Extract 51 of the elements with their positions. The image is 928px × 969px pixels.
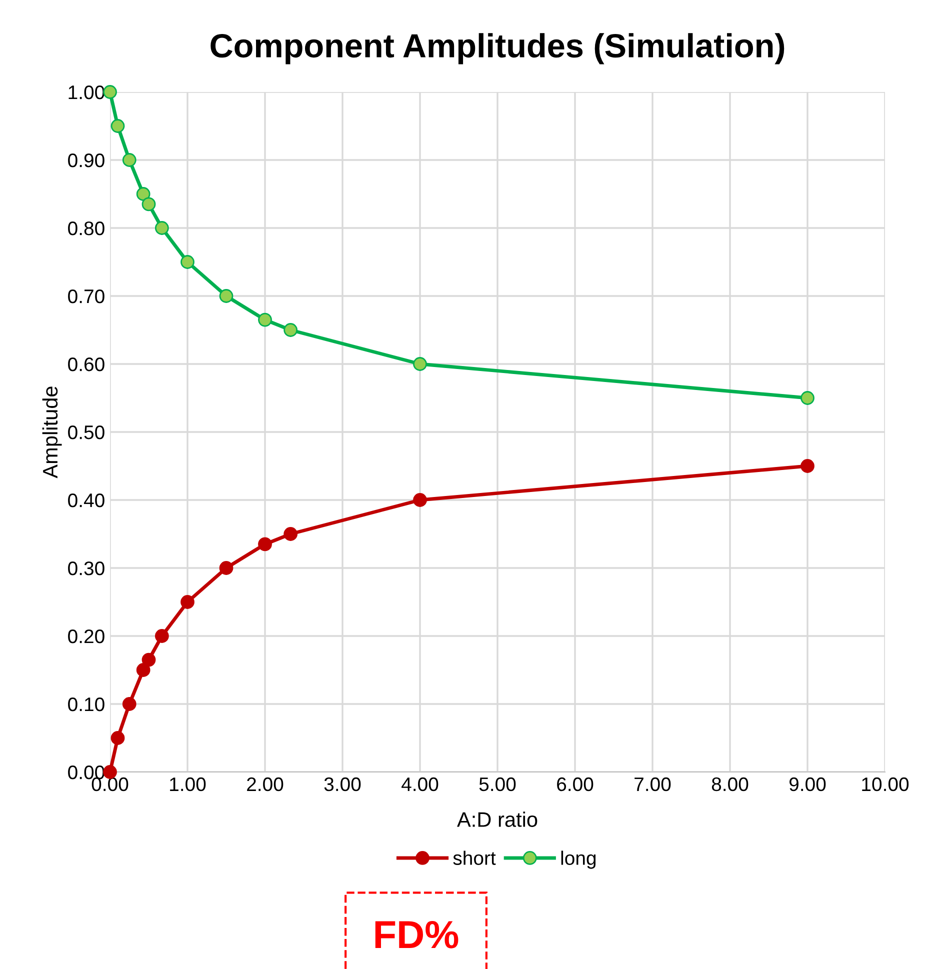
point bbox=[110, 731, 125, 745]
y-tick-label: 0.10 bbox=[68, 697, 104, 712]
x-axis-title: A:D ratio bbox=[457, 812, 538, 827]
point bbox=[258, 312, 272, 327]
x-tick-label: 3.00 bbox=[324, 777, 361, 792]
point bbox=[219, 561, 234, 575]
x-tick-label: 8.00 bbox=[712, 777, 748, 792]
y-tick-label: 0.50 bbox=[68, 425, 104, 440]
x-tick-label: 2.00 bbox=[247, 777, 284, 792]
y-tick-label: 0.60 bbox=[68, 357, 104, 372]
x-tick-label: 0.00 bbox=[92, 777, 128, 792]
point bbox=[258, 537, 272, 552]
point bbox=[800, 391, 814, 405]
text: FD% bbox=[375, 921, 458, 948]
y-tick-label: 0.90 bbox=[68, 153, 104, 168]
point bbox=[122, 153, 136, 167]
y-tick-label: 1.00 bbox=[68, 85, 104, 100]
x-tick-label: 6.00 bbox=[557, 777, 594, 792]
point bbox=[413, 357, 427, 371]
point bbox=[136, 663, 150, 677]
x-tick-label: 1.00 bbox=[170, 777, 206, 792]
y-tick-label: 0.40 bbox=[68, 493, 104, 508]
x-tick-label: 4.00 bbox=[402, 777, 438, 792]
point bbox=[180, 595, 194, 609]
point bbox=[154, 221, 169, 235]
point bbox=[180, 255, 194, 269]
point bbox=[110, 119, 125, 133]
point bbox=[136, 187, 150, 201]
point bbox=[154, 629, 169, 643]
y-axis-title: Amplitude bbox=[42, 386, 62, 478]
point bbox=[413, 493, 427, 507]
point bbox=[284, 527, 298, 541]
point bbox=[284, 323, 298, 337]
point bbox=[142, 197, 156, 212]
legend-label: long bbox=[561, 850, 596, 869]
y-tick-label: 0.80 bbox=[68, 221, 104, 236]
point bbox=[122, 697, 136, 711]
y-tick-label: 0.70 bbox=[68, 289, 104, 304]
legend-label: short bbox=[453, 850, 496, 865]
y-tick-label: 0.00 bbox=[68, 765, 104, 780]
point bbox=[142, 652, 156, 667]
x-tick-label: 9.00 bbox=[789, 777, 826, 792]
x-tick-label: 7.00 bbox=[634, 777, 671, 792]
y-tick-label: 0.20 bbox=[68, 629, 104, 644]
point bbox=[219, 289, 234, 303]
x-tick-label: 5.00 bbox=[479, 777, 516, 792]
x-tick-label: 10.00 bbox=[862, 777, 909, 792]
point bbox=[103, 85, 117, 99]
y-tick-label: 0.30 bbox=[68, 561, 104, 576]
point bbox=[800, 459, 814, 473]
chart-title: Component Amplitudes (Simulation) bbox=[210, 33, 784, 64]
